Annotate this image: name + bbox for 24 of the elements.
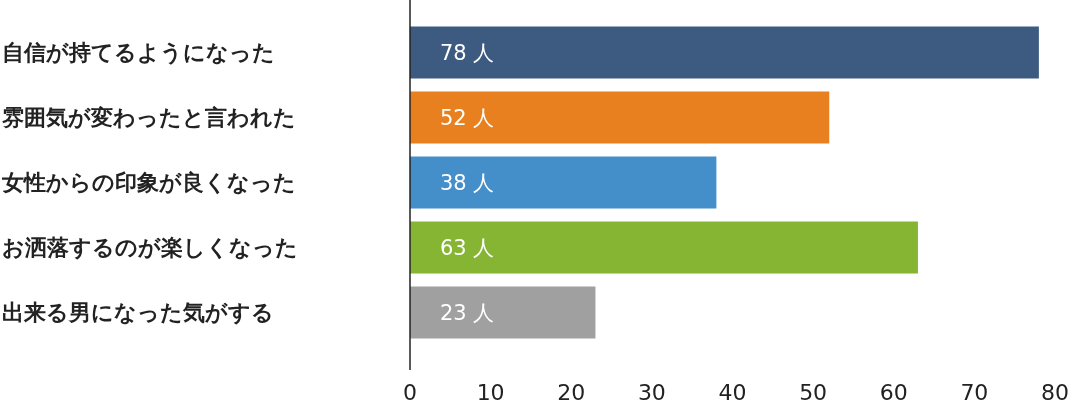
x-tick-label: 30: [637, 380, 666, 405]
y-tick-label: お洒落するのが楽しくなった: [2, 235, 298, 260]
bar: [410, 286, 596, 339]
data-label: 63 人: [440, 235, 495, 260]
x-tick-label: 80: [1041, 380, 1069, 405]
x-tick-label: 40: [718, 380, 747, 405]
x-tick-label: 0: [403, 380, 417, 405]
data-label: 38 人: [440, 170, 495, 195]
x-tick-label: 60: [879, 380, 908, 405]
x-tick-label: 50: [799, 380, 828, 405]
y-tick-label: 雰囲気が変わったと言われた: [2, 105, 296, 130]
x-tick-label: 10: [476, 380, 505, 405]
bar: [410, 91, 830, 144]
bar: [410, 156, 717, 209]
data-label: 23 人: [440, 300, 495, 325]
y-tick-label: 自信が持てるようになった: [2, 40, 275, 65]
x-tick-label: 20: [557, 380, 586, 405]
data-label: 78 人: [440, 40, 495, 65]
data-label: 52 人: [440, 105, 495, 130]
bar: [410, 221, 918, 274]
y-tick-label: 女性からの印象が良くなった: [1, 170, 296, 195]
y-tick-label: 出来る男になった気がする: [2, 300, 274, 325]
x-tick-label: 70: [960, 380, 989, 405]
bar: [410, 26, 1039, 79]
